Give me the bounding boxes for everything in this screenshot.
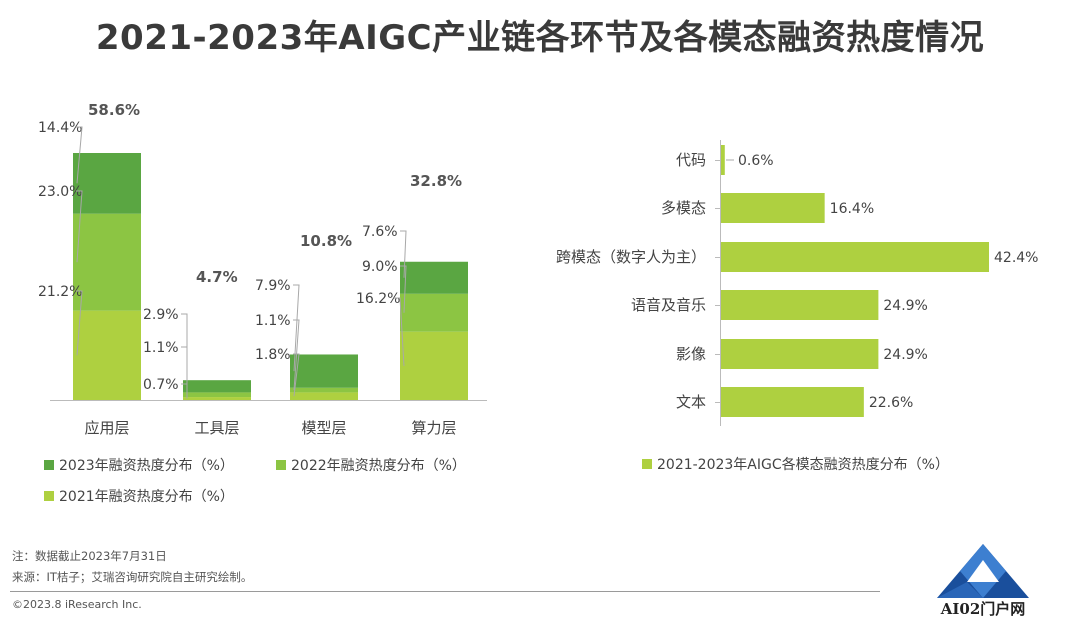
legend-label: 2022年融资热度分布（%） — [291, 458, 466, 474]
bar-segment — [290, 392, 358, 400]
bar-segment — [183, 380, 251, 393]
leader-line — [76, 290, 83, 356]
bar — [721, 193, 825, 223]
leader-line — [293, 319, 300, 391]
category-label: 算力层 — [411, 419, 456, 437]
data-label: 7.6% — [362, 224, 398, 240]
data-label: 23.0% — [38, 184, 82, 200]
category-label: 模型层 — [301, 419, 346, 437]
data-label: 16.4% — [830, 201, 874, 217]
bar-segment — [73, 153, 141, 214]
bar-segment — [290, 387, 358, 393]
leader-line — [76, 126, 83, 184]
bar — [721, 145, 725, 175]
total-label: 4.7% — [196, 268, 238, 286]
data-label: 22.6% — [869, 395, 913, 411]
note-text: 注：数据截止2023年7月31日 — [12, 549, 167, 563]
category-label: 应用层 — [84, 419, 129, 437]
legend-label: 2021年融资热度分布（%） — [59, 489, 234, 505]
legend-swatch — [276, 460, 286, 470]
category-label: 多模态 — [661, 199, 706, 217]
data-label: 42.4% — [994, 250, 1038, 266]
category-label: 工具层 — [194, 419, 239, 437]
legend-label: 2021-2023年AIGC各模态融资热度分布（%） — [657, 457, 949, 473]
bar-segment — [400, 331, 468, 400]
legend-swatch — [44, 460, 54, 470]
data-label: 0.7% — [143, 377, 179, 393]
bar-segment — [183, 397, 251, 400]
leader-line — [76, 190, 83, 263]
total-label: 10.8% — [300, 232, 352, 250]
bar-segment — [290, 354, 358, 388]
bar-segment — [73, 213, 141, 311]
category-label: 语音及音乐 — [631, 296, 706, 314]
leader-line — [181, 313, 188, 387]
data-label: 14.4% — [38, 120, 82, 136]
category-label: 影像 — [676, 345, 706, 363]
bar-segment — [400, 261, 468, 294]
data-label: 9.0% — [362, 259, 398, 275]
bar — [721, 339, 879, 369]
bar-segment — [183, 392, 251, 398]
watermark-logo-icon — [937, 544, 1029, 598]
bar — [721, 290, 879, 320]
page-title: 2021-2023年AIGC产业链各环节及各模态融资热度情况 — [95, 18, 985, 58]
data-label: 2.9% — [143, 307, 179, 323]
leader-line — [293, 284, 300, 372]
bar — [721, 387, 864, 417]
bar-segment — [73, 310, 141, 400]
data-label: 0.6% — [738, 153, 774, 169]
total-label: 32.8% — [410, 172, 462, 190]
data-label: 16.2% — [356, 291, 400, 307]
total-label: 58.6% — [88, 101, 140, 119]
data-label: 1.1% — [255, 313, 291, 329]
bar — [721, 242, 989, 272]
legend-swatch — [44, 491, 54, 501]
bar-segment — [400, 293, 468, 332]
data-label: 21.2% — [38, 284, 82, 300]
data-label: 7.9% — [255, 278, 291, 294]
leader-line — [400, 230, 407, 278]
source-text: 来源：IT桔子；艾瑞咨询研究院自主研究绘制。 — [12, 570, 253, 584]
leader-line — [400, 265, 407, 313]
data-label: 24.9% — [883, 298, 927, 314]
copyright-text: ©2023.8 iResearch Inc. — [12, 598, 142, 611]
data-label: 1.8% — [255, 347, 291, 363]
data-label: 24.9% — [883, 347, 927, 363]
divider — [10, 591, 880, 592]
legend-swatch — [642, 459, 652, 469]
leader-line — [394, 297, 405, 366]
legend-label: 2023年融资热度分布（%） — [59, 458, 234, 474]
category-label: 文本 — [676, 393, 706, 411]
data-label: 1.1% — [143, 340, 179, 356]
category-label: 跨模态（数字人为主） — [556, 248, 706, 266]
watermark-text: AI02门户网 — [940, 600, 1026, 618]
category-label: 代码 — [676, 151, 706, 169]
